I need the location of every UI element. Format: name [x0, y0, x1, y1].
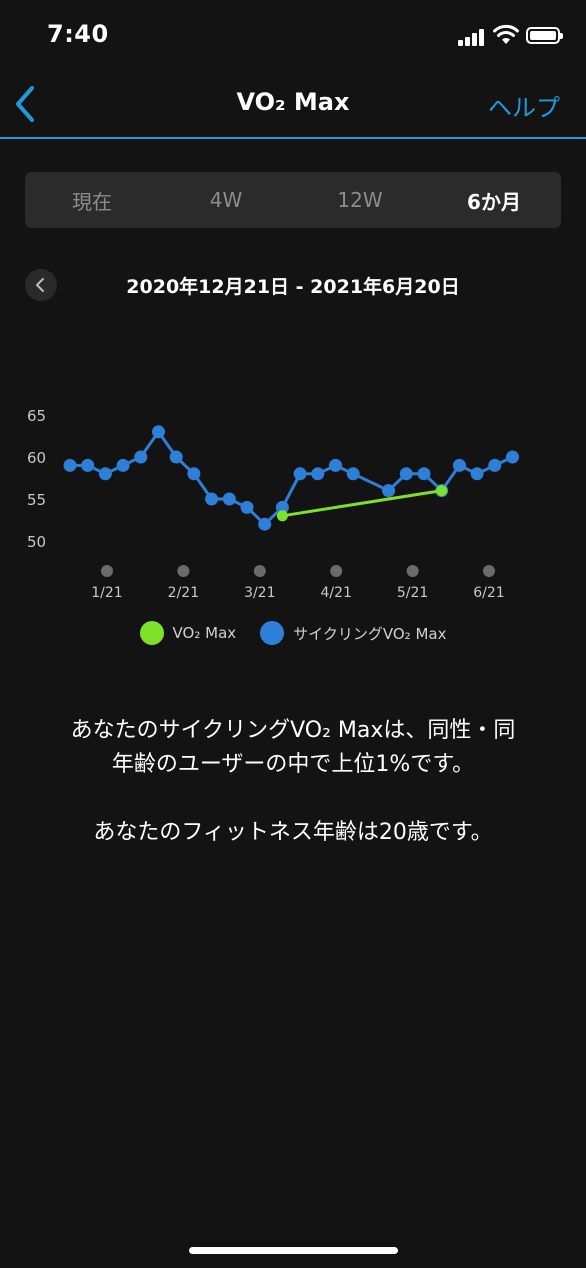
data-point [240, 500, 254, 514]
data-point [452, 458, 466, 472]
series-line [70, 429, 514, 527]
x-tick-marker [177, 565, 190, 577]
page-title: VO₂ Max [236, 88, 350, 116]
fitness-age-text: あなたのフィットネス年齢は20歳です。 [93, 820, 493, 845]
data-point [81, 458, 95, 472]
data-point [98, 467, 112, 481]
x-tick-marker [101, 565, 113, 577]
chart-legend: VO₂ Max サイクリングVO₂ Max [0, 620, 586, 646]
help-button[interactable]: ヘルプ [488, 94, 560, 122]
summary-text: あなたのサイクリングVO₂ Maxは、同性・同 年齢のユーザーの中で上位1%です… [30, 714, 556, 850]
data-point [116, 458, 130, 472]
period-segmented-control: 現在 4W 12W 6か月 [25, 172, 561, 228]
legend-swatch [260, 621, 285, 645]
tab-current[interactable]: 現在 [72, 189, 112, 214]
x-tick-marker [406, 565, 419, 577]
data-point [417, 467, 431, 481]
x-tick-label: 3/21 [244, 585, 275, 601]
data-point [134, 450, 148, 464]
data-point [346, 467, 360, 481]
data-point [399, 467, 413, 481]
nav-bar: VO₂ Max ヘルプ [0, 72, 586, 139]
x-tick-marker [483, 565, 495, 577]
x-tick-label: 6/21 [473, 585, 504, 601]
data-point [152, 425, 165, 439]
tab-6-months[interactable]: 6か月 [467, 189, 521, 214]
battery-icon [526, 27, 563, 44]
x-tick-label: 5/21 [397, 585, 428, 601]
wifi-icon [493, 24, 519, 44]
tab-4w[interactable]: 4W [209, 188, 243, 212]
summary-line: 年齢のユーザーの中で上位1%です。 [111, 752, 475, 777]
y-tick-label: 65 [27, 407, 46, 425]
home-indicator [189, 1247, 398, 1254]
data-point [187, 467, 201, 481]
cellular-signal-icon [458, 28, 486, 46]
x-tick-marker [253, 565, 266, 577]
y-tick-label: 50 [27, 533, 46, 551]
x-tick-label: 2/21 [168, 585, 199, 601]
y-tick-label: 60 [27, 449, 46, 467]
data-point [222, 492, 236, 506]
status-time: 7:40 [47, 20, 109, 48]
vo2max-line-chart: 65 60 55 50 1/21 2/21 3/21 4/21 5/21 6/21 [27, 407, 519, 601]
summary-line: あなたのサイクリングVO₂ Maxは、同性・同 [70, 718, 516, 743]
legend-label: VO₂ Max [172, 624, 237, 642]
legend-item-cycling-vo2max: サイクリングVO₂ Max [260, 621, 446, 645]
legend-label: サイクリングVO₂ Max [293, 624, 447, 643]
legend-swatch [139, 621, 164, 645]
legend-item-vo2max: VO₂ Max [139, 621, 237, 645]
y-tick-label: 55 [27, 491, 46, 509]
tab-12w[interactable]: 12W [337, 188, 383, 212]
data-point [293, 467, 307, 481]
data-point [436, 485, 448, 497]
back-chevron-icon[interactable] [8, 82, 48, 126]
x-tick-marker [330, 565, 343, 577]
x-tick-label: 4/21 [320, 585, 351, 601]
date-range: 2020年12月21日 - 2021年6月20日 [126, 276, 460, 298]
data-point [63, 458, 77, 472]
x-tick-label: 1/21 [91, 585, 122, 601]
data-point [488, 458, 502, 472]
data-point [470, 467, 484, 481]
data-point [311, 467, 325, 481]
data-point [169, 450, 183, 464]
data-point [258, 517, 272, 531]
data-point [205, 492, 219, 506]
data-point [276, 510, 288, 522]
data-point [382, 484, 396, 498]
data-point [506, 450, 519, 464]
status-bar: 7:40 [0, 0, 586, 72]
data-point [329, 458, 342, 472]
previous-period-button[interactable] [25, 269, 57, 301]
series-line [282, 489, 442, 518]
data-point [275, 500, 289, 514]
